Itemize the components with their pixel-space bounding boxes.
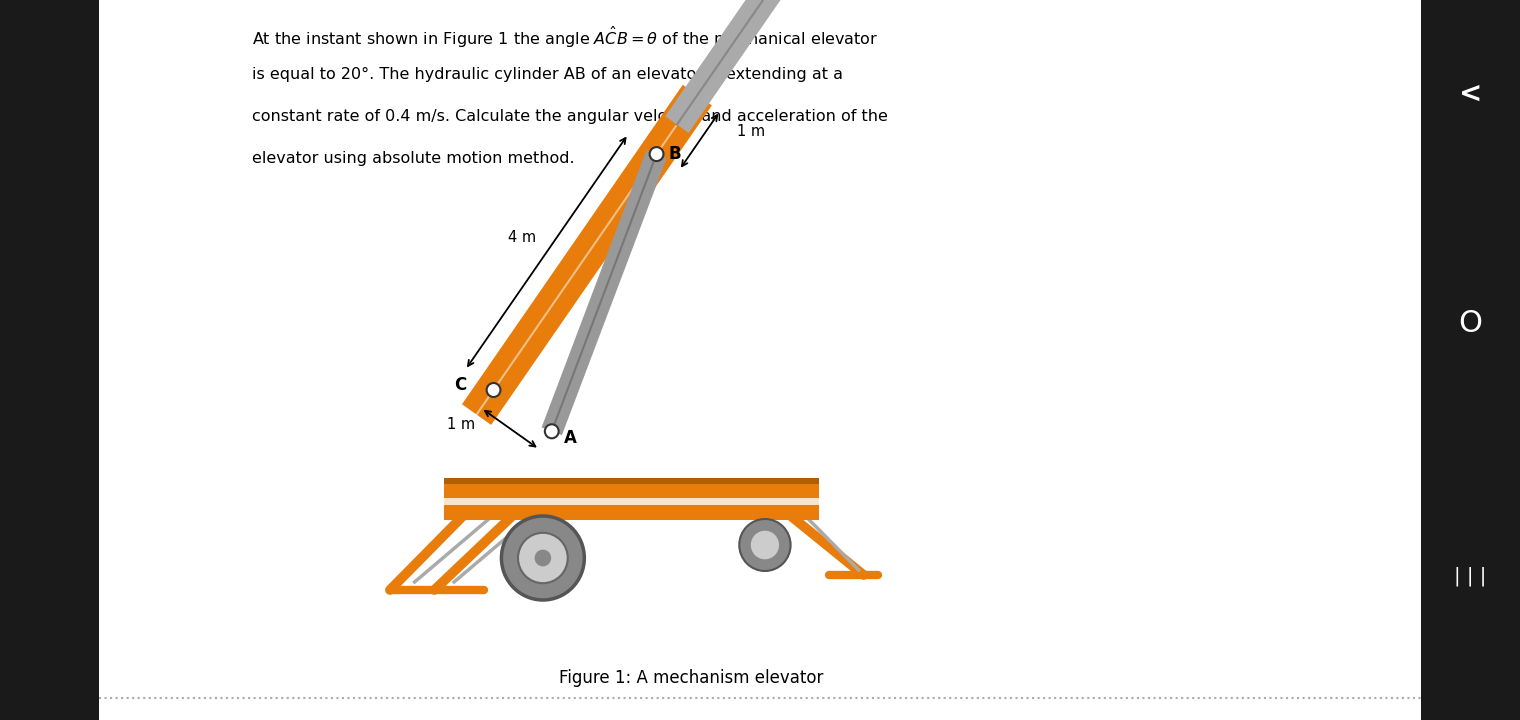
Text: At the instant shown in Figure 1 the angle $A\hat{C}B = \theta$ of the mechanica: At the instant shown in Figure 1 the ang…	[252, 25, 879, 50]
Circle shape	[649, 147, 663, 161]
Text: is equal to 20°. The hydraulic cylinder AB of an elevator is extending at a: is equal to 20°. The hydraulic cylinder …	[252, 67, 842, 82]
Text: <: <	[1459, 80, 1482, 107]
Circle shape	[502, 516, 584, 600]
Text: O: O	[1459, 310, 1482, 338]
Text: A: A	[564, 429, 576, 447]
Text: C: C	[453, 376, 467, 394]
Circle shape	[486, 383, 500, 397]
Circle shape	[544, 424, 559, 438]
Circle shape	[751, 531, 780, 559]
Polygon shape	[444, 478, 819, 484]
Circle shape	[739, 519, 790, 571]
Text: 1 m: 1 m	[737, 124, 765, 139]
Circle shape	[518, 533, 568, 583]
Text: Figure 1: A mechanism elevator: Figure 1: A mechanism elevator	[559, 669, 824, 687]
Polygon shape	[444, 498, 819, 505]
Polygon shape	[541, 150, 667, 435]
Circle shape	[535, 549, 552, 567]
Text: 4 m: 4 m	[508, 230, 537, 245]
Text: elevator using absolute motion method.: elevator using absolute motion method.	[252, 151, 575, 166]
Text: | | |: | | |	[1455, 566, 1487, 586]
Text: B: B	[669, 145, 681, 163]
Polygon shape	[666, 0, 812, 133]
Text: 1 m: 1 m	[447, 417, 474, 432]
Text: constant rate of 0.4 m/s. Calculate the angular velocity and acceleration of the: constant rate of 0.4 m/s. Calculate the …	[252, 109, 888, 124]
Polygon shape	[462, 85, 711, 425]
Polygon shape	[444, 478, 819, 520]
